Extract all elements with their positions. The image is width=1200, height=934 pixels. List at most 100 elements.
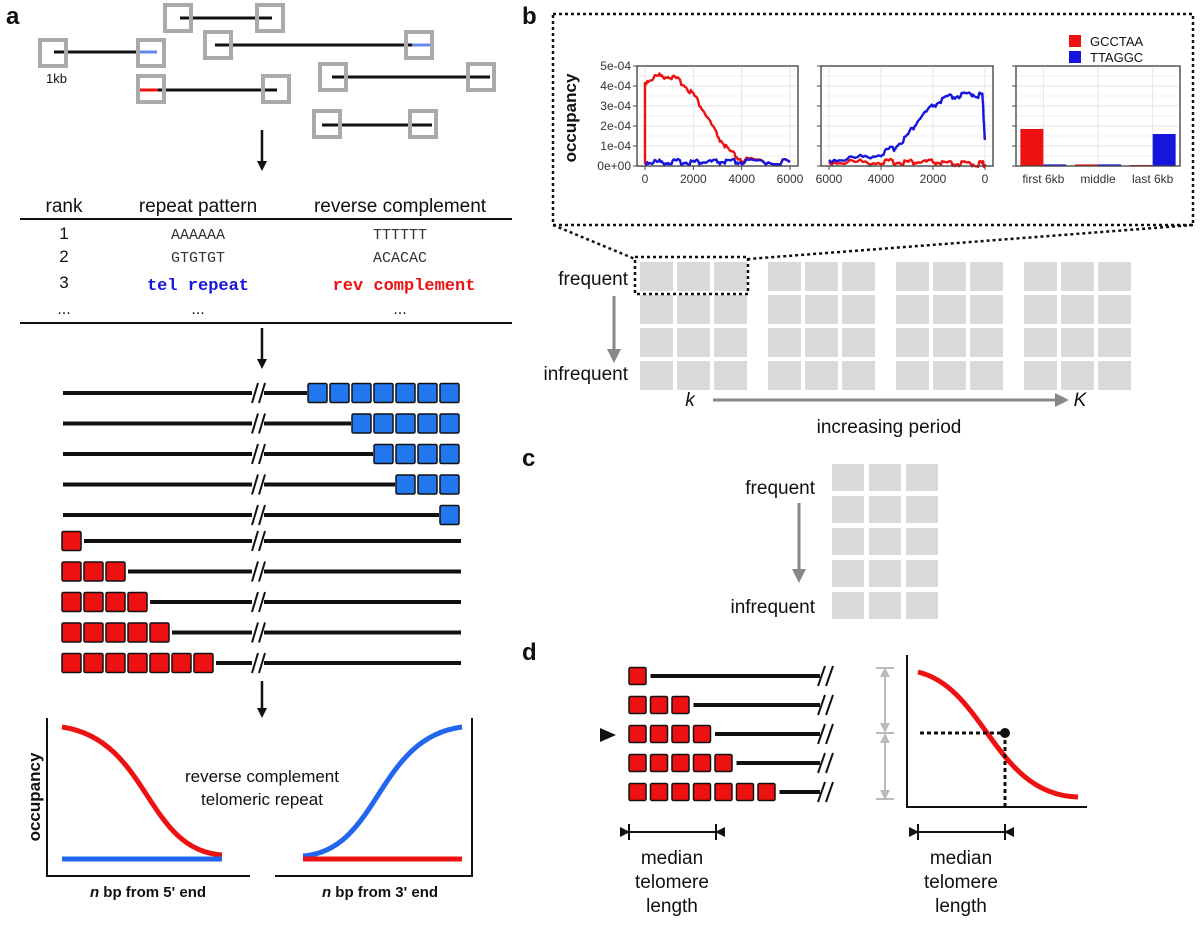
revcomp-repeat-block: [692, 753, 712, 773]
occupancy-schematic: reverse complement telomeric repeat occu…: [25, 718, 473, 901]
break-mark: [258, 443, 266, 465]
median-point: [1000, 728, 1010, 738]
sigmoid-red: [917, 669, 1079, 800]
table-pattern-2: GTGTGT: [171, 250, 225, 267]
legend-swatch-ttaggc: [1069, 51, 1081, 63]
kmer-cell: [640, 328, 673, 357]
kmer-cell: [832, 560, 864, 587]
table-revcomp-1: TTTTTT: [373, 227, 427, 244]
table-pattern-1: AAAAAA: [171, 227, 225, 244]
revcomp-repeat-block: [171, 652, 192, 674]
telomeric-repeat-block: [351, 382, 372, 404]
bar-ttaggc: [1098, 164, 1121, 166]
table-ellipsis-rank: ...: [57, 301, 70, 318]
kmer-cell: [869, 496, 901, 523]
category-label: middle: [1080, 172, 1116, 186]
read-1: [163, 3, 285, 33]
telomeric-repeat-block: [373, 413, 394, 434]
revcomp-repeat-block: [105, 622, 126, 643]
kmer-cell: [1098, 295, 1131, 324]
break-mark: [825, 781, 834, 803]
y-tick-label: 4e-04: [600, 79, 631, 93]
bar-gcctaa: [1075, 164, 1098, 166]
telomeric-repeat-block: [439, 382, 460, 404]
telomeric-repeat-block: [329, 382, 350, 404]
long-reads-group: 1kb: [38, 3, 496, 139]
series-line-ttaggc: [828, 91, 987, 164]
n-italic-right: n: [322, 884, 331, 901]
legend-telomeric-repeat: telomeric repeat: [201, 790, 323, 809]
telomeric-repeat-block: [439, 474, 460, 495]
break-mark: [258, 474, 266, 495]
revcomp-repeat-block: [105, 652, 126, 674]
panel-d-curve: median telomere length: [876, 655, 1087, 917]
telomere-reads: [61, 382, 461, 674]
kmer-cell: [842, 295, 875, 324]
legend-swatch-gcctaa: [1069, 35, 1081, 47]
bar-gcctaa: [1020, 129, 1044, 166]
telomeric-repeat-block: [417, 413, 438, 434]
kmer-cell: [842, 328, 875, 357]
kmer-cell: [805, 295, 838, 324]
table-rank-1: 1: [59, 224, 68, 243]
kmer-cell: [896, 295, 929, 324]
schematic-xlabel-5prime: n bp from 5' end: [90, 884, 206, 901]
revcomp-repeat-block: [628, 753, 647, 773]
kmer-cell: [640, 361, 673, 390]
kmer-grid-c: [832, 464, 938, 619]
period-k-large: K: [1074, 390, 1088, 411]
kmer-cell: [714, 295, 747, 324]
revcomp-repeat-block: [692, 724, 712, 744]
kmer-cell: [1061, 262, 1094, 291]
schematic-xlabel-3prime: n bp from 3' end: [322, 884, 438, 901]
category-label: last 6kb: [1132, 172, 1174, 186]
kmer-cell: [714, 262, 747, 291]
revcomp-repeat-block: [61, 652, 82, 674]
table-revcomp-2: ACACAC: [373, 250, 427, 267]
break-mark: [817, 665, 826, 687]
telomeric-repeat-block: [417, 474, 438, 495]
kmer-cell: [640, 295, 673, 324]
schematic-axes-left: [46, 718, 250, 877]
table-header-revcomp: reverse complement: [314, 196, 487, 217]
kmer-cell: [869, 592, 901, 619]
caption-left-3: length: [646, 896, 698, 917]
table-ellipsis-revcomp: ...: [393, 301, 406, 318]
revcomp-repeat-block: [149, 622, 170, 643]
kmer-cell: [805, 361, 838, 390]
plot-frame: [636, 65, 799, 167]
median-pointer: [600, 728, 616, 742]
table-header-pattern: repeat pattern: [139, 196, 257, 217]
x-tick-label: 2000: [920, 172, 947, 186]
series-line-gcctaa: [643, 72, 791, 167]
kmer-cell: [933, 262, 966, 291]
kmer-cell: [805, 262, 838, 291]
caption-right-3: length: [935, 896, 987, 917]
xlabel-3prime-text: bp from 3' end: [335, 884, 438, 901]
kmer-cell: [896, 361, 929, 390]
inset-connector-left: [552, 223, 636, 261]
revcomp-repeat-block: [61, 530, 82, 552]
bar-ttaggc: [1152, 134, 1176, 166]
revcomp-repeat-block: [61, 561, 82, 582]
kmer-cell: [933, 361, 966, 390]
x-tick-label: 2000: [680, 172, 707, 186]
kmer-cell: [906, 496, 938, 523]
schematic-blue-curve-right: [302, 724, 463, 859]
break-mark: [817, 752, 826, 774]
x-tick-label: 0: [642, 172, 649, 186]
break-mark: [251, 382, 259, 404]
kmer-cell: [1061, 295, 1094, 324]
telomeric-repeat-block: [373, 382, 394, 404]
read-4: [136, 74, 291, 104]
kmer-cell: [768, 361, 801, 390]
highlight-dotted-box: [633, 255, 750, 296]
schematic-axes-right: [275, 718, 473, 877]
kmer-cell: [677, 328, 710, 357]
revcomp-repeat-block: [61, 622, 82, 643]
kmer-cell: [906, 592, 938, 619]
revcomp-repeat-block: [193, 652, 214, 674]
kmer-cell: [768, 295, 801, 324]
telomeric-repeat-block: [373, 443, 394, 465]
panel-label-b: b: [522, 3, 537, 30]
